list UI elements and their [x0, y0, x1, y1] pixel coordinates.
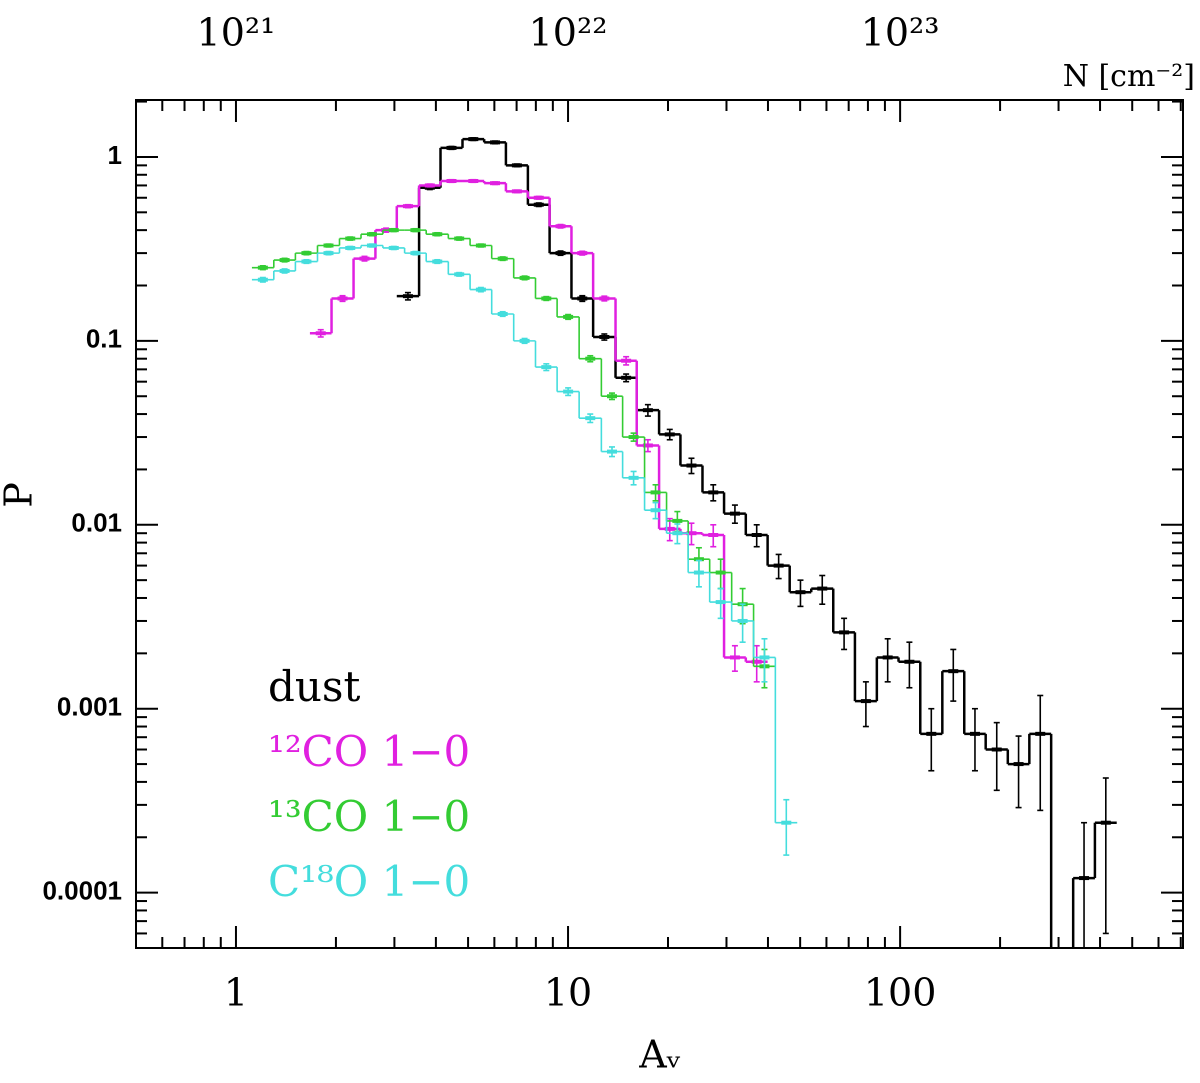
y-tick-label: 0.01: [71, 508, 122, 538]
y-tick-label: 0.0001: [42, 876, 122, 906]
y-tick-label: 0.001: [57, 692, 122, 722]
x-tick-label: 10: [544, 971, 592, 1015]
x2-tick-label: 10²¹: [197, 11, 276, 55]
x-axis-label: Aᵥ: [638, 1033, 681, 1077]
y-tick-label: 0.1: [86, 324, 122, 354]
legend-entry: ¹²CO 1−0: [268, 727, 470, 776]
legend-entry: dust: [268, 662, 360, 711]
x2-tick-label: 10²²: [529, 11, 608, 55]
x-tick-label: 1: [224, 971, 248, 1015]
legend-entry: C¹⁸O 1−0: [268, 857, 470, 906]
x2-axis-label: N [cm⁻²]: [1063, 59, 1195, 94]
plot-area: [251, 137, 1117, 948]
x2-tick-label: 10²³: [861, 11, 940, 55]
y-tick-label: 1: [108, 140, 122, 170]
legend-entry: ¹³CO 1−0: [268, 792, 470, 841]
y-axis-label: P: [0, 482, 41, 508]
x-tick-label: 100: [864, 971, 937, 1015]
